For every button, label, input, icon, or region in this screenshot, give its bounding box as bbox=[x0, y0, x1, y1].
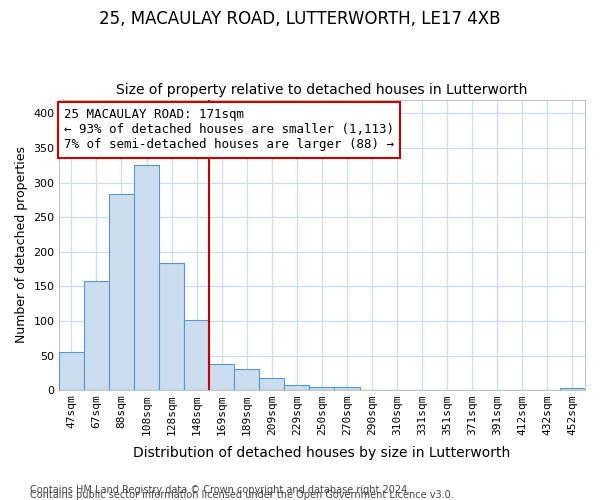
Text: Contains public sector information licensed under the Open Government Licence v3: Contains public sector information licen… bbox=[30, 490, 454, 500]
X-axis label: Distribution of detached houses by size in Lutterworth: Distribution of detached houses by size … bbox=[133, 446, 511, 460]
Bar bbox=[184, 320, 209, 390]
Title: Size of property relative to detached houses in Lutterworth: Size of property relative to detached ho… bbox=[116, 83, 527, 97]
Text: 25, MACAULAY ROAD, LUTTERWORTH, LE17 4XB: 25, MACAULAY ROAD, LUTTERWORTH, LE17 4XB bbox=[99, 10, 501, 28]
Text: 25 MACAULAY ROAD: 171sqm
← 93% of detached houses are smaller (1,113)
7% of semi: 25 MACAULAY ROAD: 171sqm ← 93% of detach… bbox=[64, 108, 394, 152]
Bar bbox=[334, 388, 359, 390]
Bar bbox=[109, 194, 134, 390]
Bar bbox=[209, 364, 234, 390]
Text: Contains HM Land Registry data © Crown copyright and database right 2024.: Contains HM Land Registry data © Crown c… bbox=[30, 485, 410, 495]
Bar bbox=[259, 378, 284, 390]
Bar bbox=[310, 387, 334, 390]
Bar bbox=[84, 281, 109, 390]
Bar bbox=[134, 166, 159, 390]
Bar bbox=[284, 386, 310, 390]
Bar bbox=[159, 263, 184, 390]
Bar bbox=[560, 388, 585, 390]
Bar bbox=[59, 352, 84, 390]
Bar bbox=[234, 369, 259, 390]
Y-axis label: Number of detached properties: Number of detached properties bbox=[15, 146, 28, 344]
